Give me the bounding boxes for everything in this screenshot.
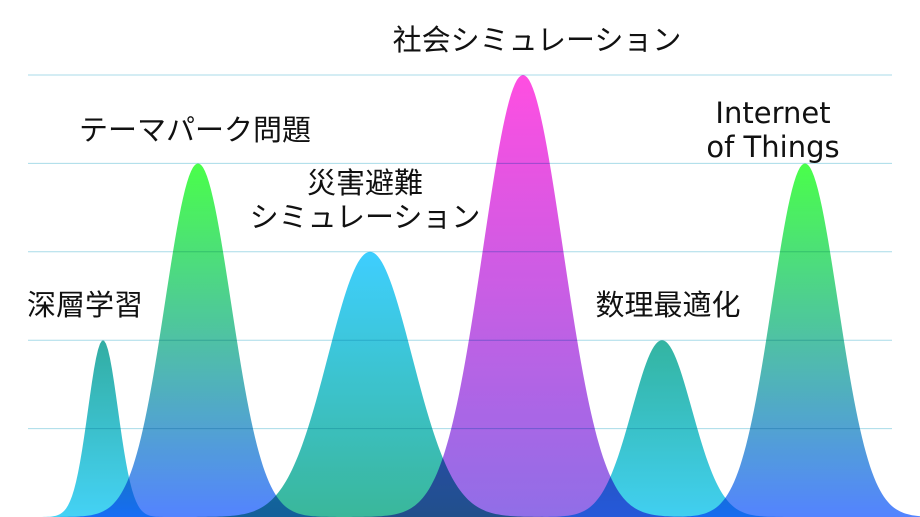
peak bbox=[512, 340, 812, 517]
peak-label: Internet of Things bbox=[706, 96, 840, 164]
peak bbox=[28, 340, 178, 517]
peak-label: 深層学習 bbox=[26, 288, 144, 322]
peak-label: 数理最適化 bbox=[595, 288, 741, 322]
peak-label: 社会シミュレーション bbox=[392, 23, 682, 57]
peak-label: 災害避難 シミュレーション bbox=[249, 166, 481, 234]
peak bbox=[160, 251, 580, 517]
peak bbox=[640, 163, 920, 517]
peak bbox=[323, 75, 723, 517]
peak bbox=[33, 163, 363, 517]
peak-label: テーマパーク問題 bbox=[78, 113, 312, 147]
